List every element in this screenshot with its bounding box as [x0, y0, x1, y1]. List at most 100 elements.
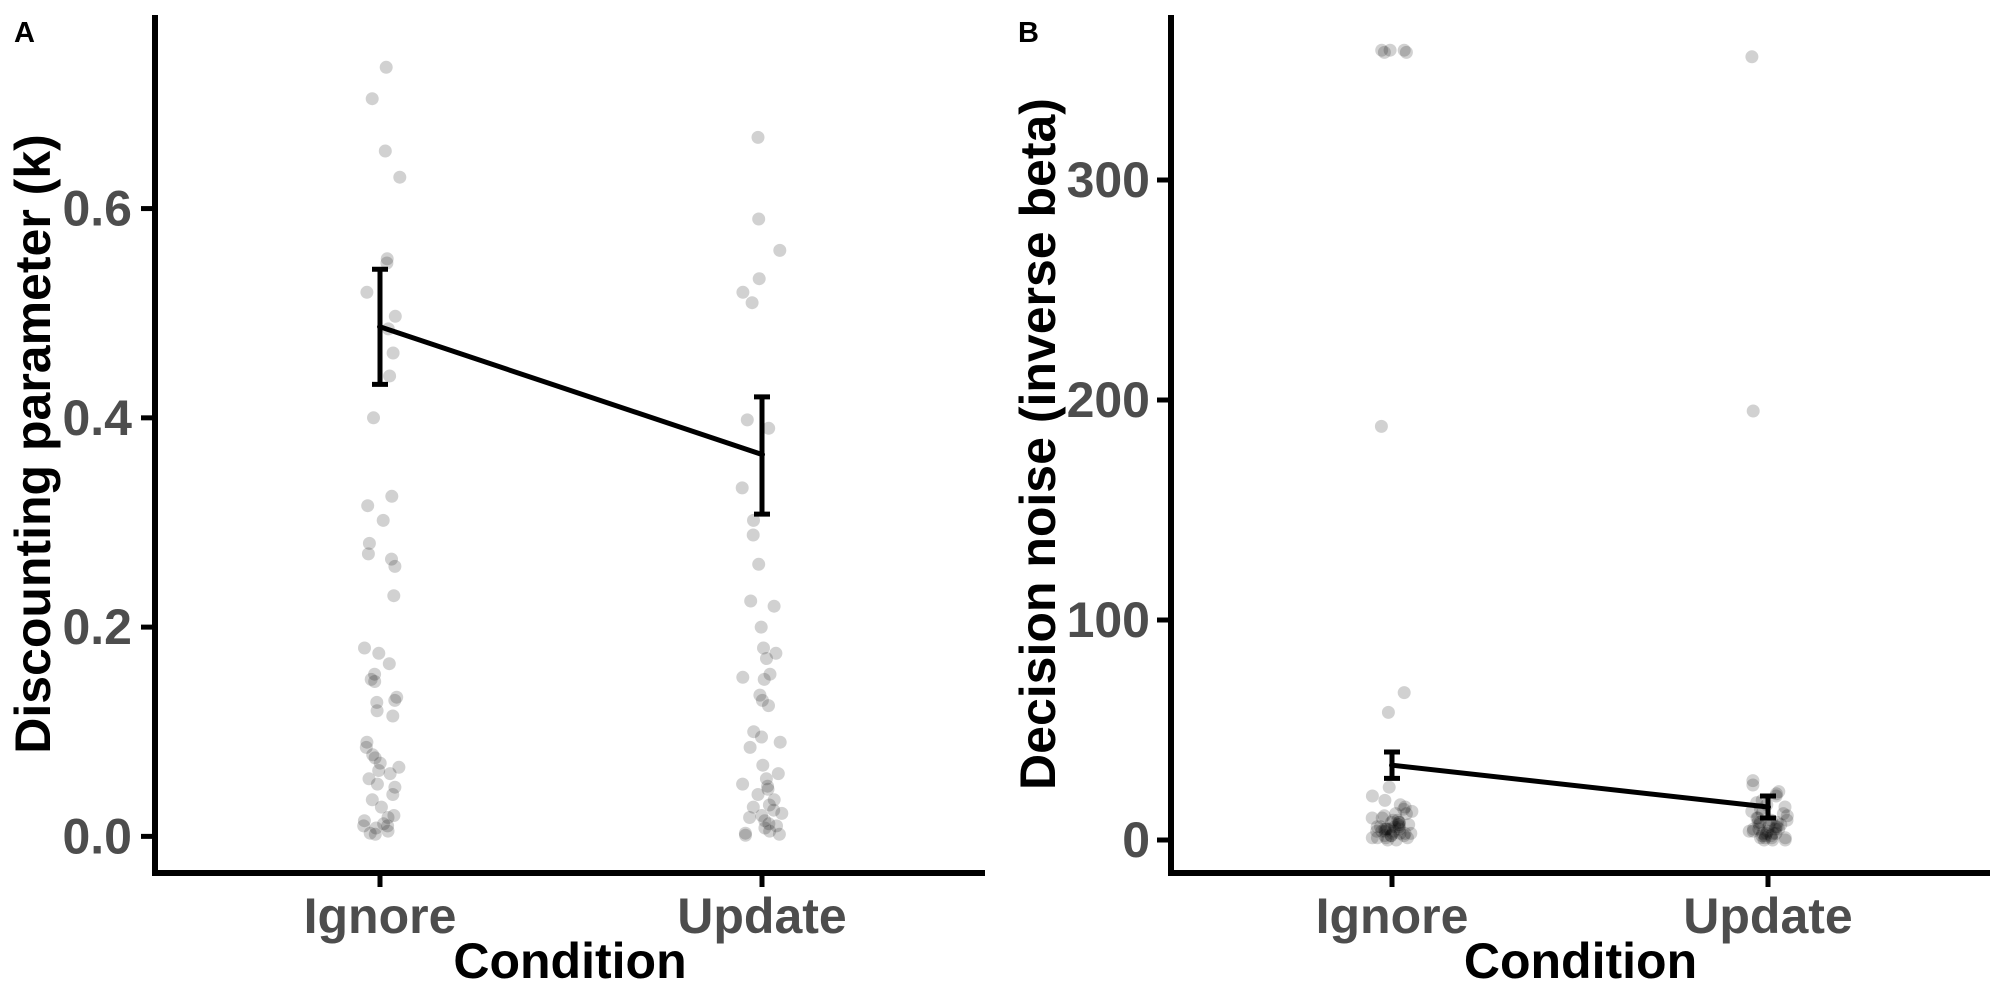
data-point	[759, 772, 773, 786]
data-point	[744, 594, 758, 608]
y-tick-label: 300	[1067, 152, 1150, 208]
mean-line	[1391, 762, 1769, 810]
data-point	[358, 641, 371, 655]
data-point	[743, 811, 757, 824]
data-point	[1370, 820, 1384, 834]
data-point	[1761, 824, 1775, 838]
data-point	[1757, 833, 1771, 847]
data-point	[363, 826, 377, 840]
data-point	[1402, 818, 1416, 832]
data-point	[736, 777, 750, 791]
data-point	[380, 252, 394, 266]
data-point	[752, 557, 766, 571]
data-point	[758, 814, 772, 828]
data-point	[374, 800, 388, 814]
data-point	[747, 725, 761, 739]
data-point	[361, 499, 375, 513]
panel-label: B	[1018, 17, 1039, 49]
data-point	[757, 641, 770, 655]
data-point	[385, 552, 398, 566]
data-point	[368, 675, 382, 688]
data-point	[386, 709, 400, 723]
data-point	[770, 819, 783, 833]
data-point	[1778, 831, 1792, 845]
data-point	[1379, 822, 1393, 836]
data-point	[1780, 809, 1794, 823]
y-axis-title: Discounting parameter (k)	[5, 134, 61, 754]
data-point	[1383, 43, 1397, 57]
data-point	[383, 369, 397, 383]
data-point	[1378, 822, 1392, 836]
data-point	[1397, 829, 1411, 843]
data-point	[368, 667, 382, 681]
data-point	[360, 285, 374, 299]
data-point	[746, 800, 760, 814]
data-point	[1380, 822, 1394, 836]
data-point	[773, 243, 787, 257]
data-point	[1384, 829, 1398, 843]
data-point	[762, 421, 776, 435]
data-point	[392, 760, 406, 774]
data-point	[763, 667, 777, 681]
data-point	[388, 309, 402, 323]
data-point	[762, 798, 776, 812]
data-point	[1769, 789, 1783, 803]
data-point	[370, 704, 384, 718]
data-point	[1399, 45, 1413, 59]
data-point	[1768, 822, 1782, 836]
data-point	[386, 346, 400, 360]
data-point	[753, 688, 767, 702]
data-point	[365, 92, 379, 106]
data-point	[1750, 811, 1764, 825]
data-point	[1760, 826, 1773, 840]
data-point	[1382, 780, 1396, 794]
data-point	[1398, 800, 1412, 814]
data-point	[383, 767, 397, 781]
data-point	[376, 513, 390, 527]
data-point	[1756, 826, 1770, 840]
data-point	[365, 793, 379, 807]
data-point	[769, 646, 783, 660]
data-point	[1378, 829, 1392, 843]
data-point	[755, 693, 769, 707]
data-point	[1745, 804, 1759, 818]
mean-point	[1389, 762, 1395, 769]
data-point	[755, 730, 768, 744]
data-point	[760, 652, 773, 665]
data-point	[767, 803, 781, 817]
panel-label: A	[14, 17, 35, 49]
data-point	[1383, 822, 1397, 836]
data-point	[393, 170, 407, 184]
y-tick-label: 0.4	[62, 390, 132, 446]
x-tick-label: Update	[677, 888, 846, 944]
data-point	[1375, 824, 1389, 838]
data-point	[382, 657, 396, 671]
data-point	[1384, 829, 1398, 843]
data-point	[1397, 802, 1411, 816]
data-point	[1365, 811, 1379, 825]
data-point	[1377, 45, 1391, 59]
data-point	[387, 589, 401, 603]
y-tick-label: 0.2	[62, 599, 132, 655]
data-point	[1745, 50, 1759, 64]
data-point	[739, 828, 752, 842]
data-point	[1758, 831, 1772, 845]
data-point	[755, 809, 769, 822]
data-point	[747, 513, 760, 527]
data-point	[381, 811, 395, 824]
data-point	[761, 779, 775, 793]
data-point	[1398, 826, 1412, 840]
data-point	[1378, 793, 1392, 807]
data-point	[377, 817, 391, 831]
data-point	[762, 699, 775, 713]
data-point	[368, 751, 382, 765]
data-point	[362, 772, 376, 786]
mean-line	[379, 324, 763, 457]
data-point	[1762, 820, 1776, 834]
data-point	[385, 489, 399, 503]
x-tick-label: Update	[1683, 888, 1852, 944]
data-point	[362, 536, 376, 550]
data-point	[1374, 820, 1387, 834]
